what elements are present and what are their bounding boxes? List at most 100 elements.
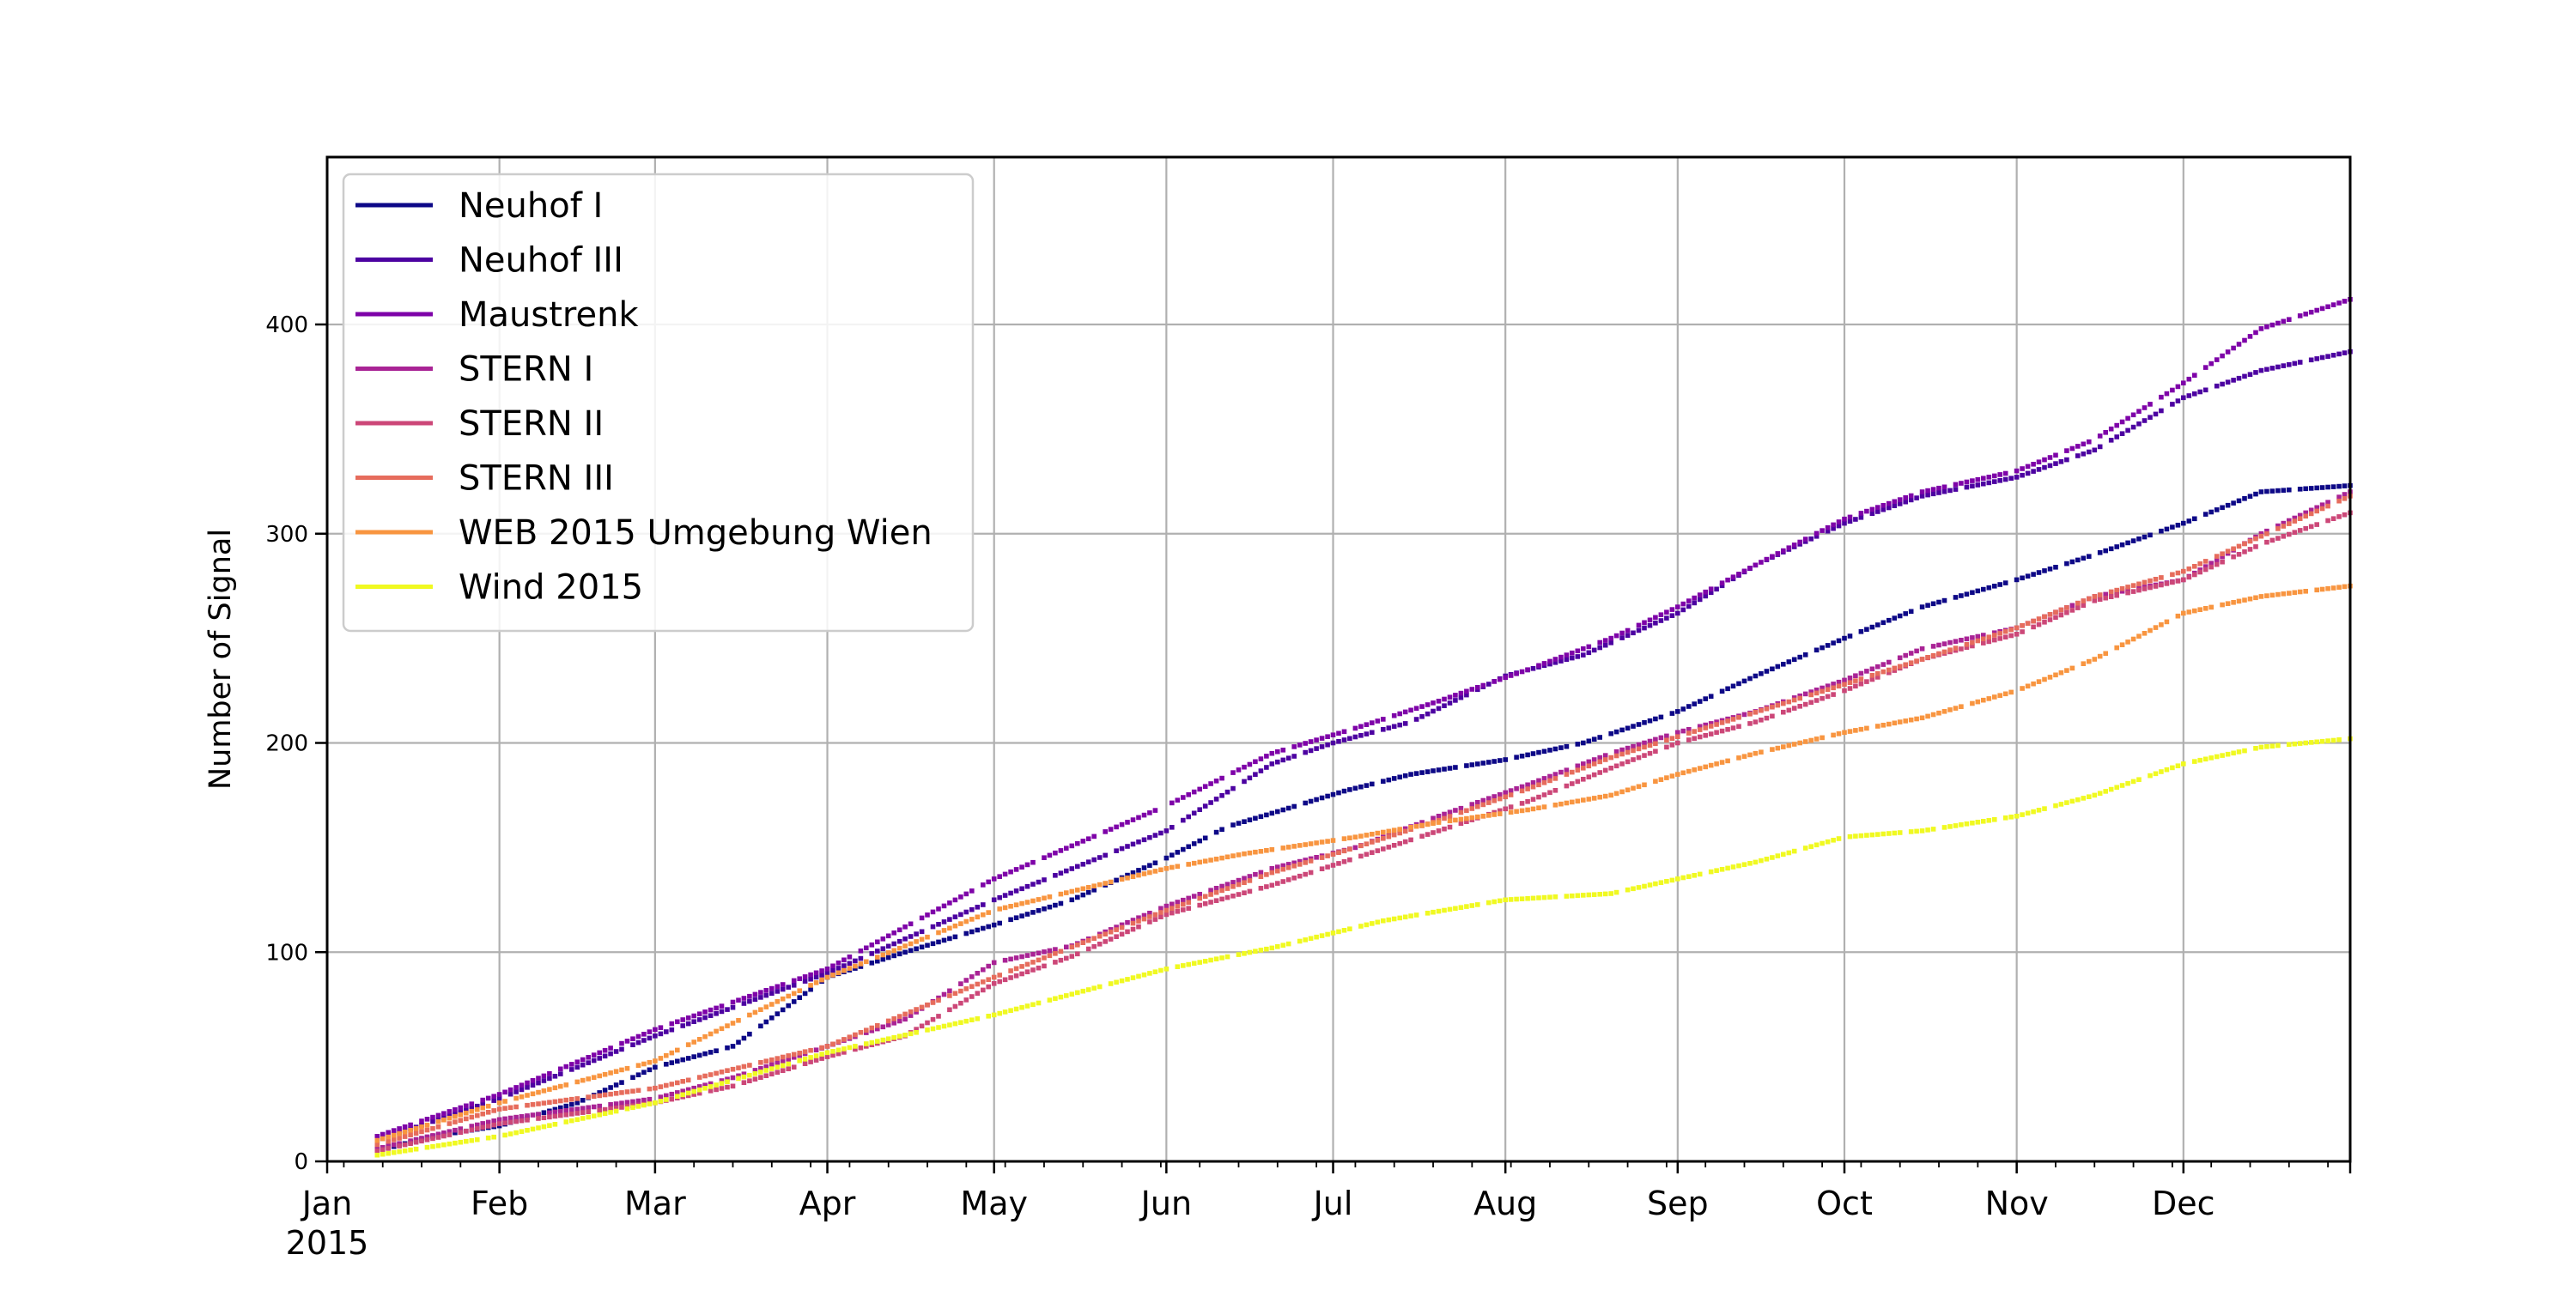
data-point xyxy=(1397,722,1402,728)
axes: Jan Feb Mar Apr May Jun Jul Aug Sep Oct Nov Dec2015… xyxy=(265,312,2352,1262)
data-point xyxy=(896,1018,902,1024)
data-point xyxy=(613,1082,619,1088)
data-point xyxy=(1242,951,1247,956)
data-point xyxy=(1364,841,1370,846)
data-point xyxy=(1802,739,1808,744)
data-point xyxy=(736,1076,741,1082)
data-point xyxy=(780,982,786,987)
data-point xyxy=(2247,538,2253,544)
data-point xyxy=(775,1056,781,1061)
data-point xyxy=(1613,753,1619,759)
data-point xyxy=(1219,775,1224,781)
data-point xyxy=(563,1108,569,1113)
data-point xyxy=(1297,742,1303,748)
data-point xyxy=(1541,792,1547,797)
data-point xyxy=(691,1019,696,1024)
data-point xyxy=(1325,793,1330,799)
data-point xyxy=(714,1087,719,1093)
data-point xyxy=(1759,671,1764,676)
data-point xyxy=(613,1091,619,1096)
data-point xyxy=(408,1127,413,1133)
data-point xyxy=(2103,651,2108,657)
data-point xyxy=(1591,796,1597,801)
data-point xyxy=(2069,603,2075,609)
data-point xyxy=(2148,627,2153,633)
data-point xyxy=(1397,830,1402,836)
data-point xyxy=(2164,767,2170,773)
data-point xyxy=(1597,735,1602,740)
data-point xyxy=(1058,870,1064,876)
data-point xyxy=(1875,670,1880,676)
data-point xyxy=(1664,615,1669,621)
data-point xyxy=(558,1066,563,1072)
data-point xyxy=(2202,512,2208,517)
data-point xyxy=(1069,991,1075,997)
data-point xyxy=(2136,587,2142,593)
data-point xyxy=(1820,688,1825,694)
data-point xyxy=(1914,828,1919,834)
data-point xyxy=(2220,554,2225,560)
data-point xyxy=(969,974,975,979)
data-point xyxy=(1030,898,1036,904)
data-point xyxy=(908,1031,914,1037)
data-point xyxy=(2175,398,2181,403)
data-point xyxy=(2202,756,2208,762)
data-point xyxy=(1575,767,1581,773)
data-point xyxy=(1397,827,1402,832)
data-point xyxy=(1675,610,1680,616)
data-point xyxy=(1519,808,1525,814)
data-point xyxy=(691,1085,696,1091)
data-point xyxy=(1536,663,1541,669)
data-point xyxy=(1981,476,1986,481)
data-point xyxy=(1119,821,1125,827)
data-point xyxy=(2281,488,2287,493)
data-point xyxy=(1759,707,1764,713)
data-point xyxy=(1880,662,1886,667)
data-point xyxy=(1047,997,1053,1003)
data-point xyxy=(441,1117,447,1123)
data-point xyxy=(1842,635,1847,641)
data-point xyxy=(2231,500,2236,506)
data-point xyxy=(1864,833,1869,838)
data-point xyxy=(1303,860,1308,865)
data-point xyxy=(547,1076,552,1082)
data-point xyxy=(1564,772,1570,777)
data-point xyxy=(930,941,936,947)
data-point xyxy=(1058,891,1064,897)
data-point xyxy=(2225,751,2231,757)
data-point xyxy=(847,1045,853,1051)
data-point xyxy=(1119,876,1125,882)
data-point xyxy=(919,1023,925,1029)
data-point xyxy=(664,1029,669,1034)
data-point xyxy=(1625,627,1631,633)
data-point xyxy=(402,1134,408,1139)
data-point xyxy=(2081,441,2087,447)
data-point xyxy=(2275,364,2281,370)
data-point xyxy=(1625,633,1631,638)
data-point xyxy=(1669,736,1675,741)
data-point xyxy=(2064,668,2069,673)
data-point xyxy=(1970,700,1975,706)
data-point xyxy=(824,1054,830,1059)
data-point xyxy=(1230,785,1236,791)
data-point xyxy=(1680,728,1686,734)
data-point xyxy=(1930,487,1936,492)
data-point xyxy=(2253,595,2258,601)
data-point xyxy=(1775,551,1781,556)
data-point xyxy=(813,980,819,985)
data-point xyxy=(947,936,952,942)
data-point xyxy=(1325,931,1330,937)
data-point xyxy=(669,1027,675,1033)
data-point xyxy=(2214,561,2220,567)
data-point xyxy=(1941,825,1947,830)
data-point xyxy=(2336,483,2342,489)
series-3 xyxy=(374,297,2353,1139)
data-point xyxy=(1636,627,1642,633)
data-point xyxy=(1258,756,1264,761)
data-point xyxy=(1370,730,1375,736)
data-point xyxy=(1875,509,1880,514)
data-point xyxy=(1647,622,1653,628)
data-point xyxy=(714,1005,719,1011)
data-point xyxy=(2297,516,2303,521)
data-point xyxy=(2119,642,2125,647)
